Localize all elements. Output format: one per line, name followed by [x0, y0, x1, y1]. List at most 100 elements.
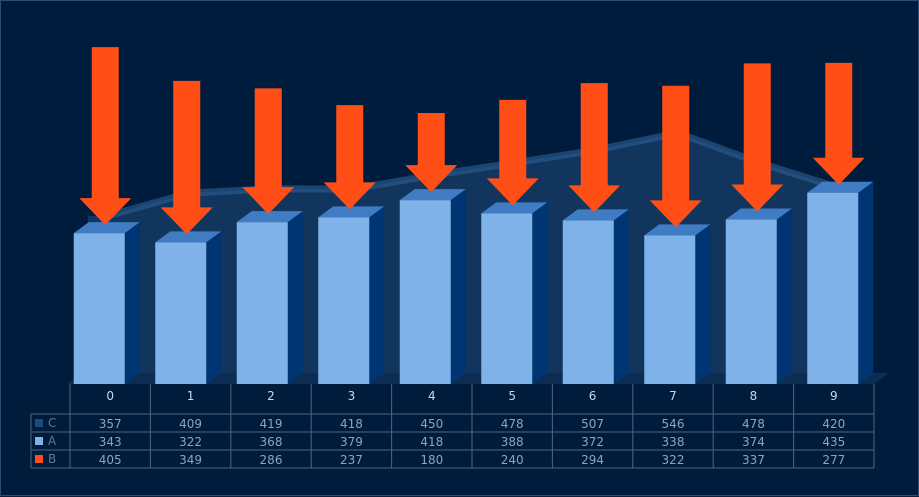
- x-tick-label: 2: [267, 389, 275, 403]
- bar-a-top: [318, 206, 385, 218]
- bar-a-5: [481, 202, 548, 384]
- bar-a-top: [644, 224, 711, 236]
- bar-a-8: [725, 208, 792, 384]
- table-cell-a: 418: [420, 435, 443, 449]
- table-cell-c: 450: [420, 417, 443, 431]
- bar-a-7: [644, 224, 711, 384]
- x-tick-label: 8: [750, 389, 758, 403]
- table-cell-b: 322: [662, 453, 685, 467]
- bar-a-front: [236, 222, 288, 384]
- table-cell-a: 379: [340, 435, 363, 449]
- x-tick-label: 9: [830, 389, 838, 403]
- table-cell-b: 405: [99, 453, 122, 467]
- x-tick-label: 7: [669, 389, 677, 403]
- bar-a-0: [73, 222, 140, 384]
- table-cell-a: 388: [501, 435, 524, 449]
- table-cell-b: 237: [340, 453, 363, 467]
- bar-a-front: [725, 219, 777, 384]
- table-cell-a: 372: [581, 435, 604, 449]
- bar-a-front: [562, 220, 614, 384]
- table-cell-a: 322: [179, 435, 202, 449]
- x-tick-label: 4: [428, 389, 436, 403]
- table-cell-c: 546: [662, 417, 685, 431]
- bar-a-side: [369, 206, 385, 384]
- table-cell-a: 435: [822, 435, 845, 449]
- bar-a-3: [318, 206, 385, 384]
- table-cell-c: 420: [822, 417, 845, 431]
- x-tick-label: 1: [187, 389, 195, 403]
- bar-a-side: [124, 222, 140, 384]
- bar-a-side: [776, 208, 792, 384]
- bar-a-front: [481, 213, 533, 384]
- x-tick-label: 6: [589, 389, 597, 403]
- table-cell-c: 357: [99, 417, 122, 431]
- arrow-b-1: [160, 80, 213, 235]
- table-cell-b: 180: [420, 453, 443, 467]
- table-cell-b: 240: [501, 453, 524, 467]
- arrow-series-b: [79, 47, 865, 235]
- bar-a-side: [206, 231, 222, 384]
- legend-label-c: C: [48, 416, 56, 430]
- arrow-b-4: [405, 113, 458, 193]
- table-cell-c: 478: [742, 417, 765, 431]
- arrow-b-6: [568, 83, 621, 213]
- bar-a-front: [399, 200, 451, 384]
- table-cell-a: 338: [662, 435, 685, 449]
- legend-label-b: B: [48, 452, 56, 466]
- table-cell-c: 419: [260, 417, 283, 431]
- table-cell-c: 478: [501, 417, 524, 431]
- bar-series-a: [73, 181, 874, 384]
- table-cell-c: 418: [340, 417, 363, 431]
- x-tick-label: 5: [508, 389, 516, 403]
- arrow-b-8: [731, 63, 784, 212]
- bar-a-1: [155, 231, 222, 384]
- arrow-b-0: [79, 47, 132, 226]
- arrow-b-7: [649, 85, 702, 228]
- legend-swatch-a: [35, 437, 43, 445]
- table-cell-c: 409: [179, 417, 202, 431]
- table-cell-b: 294: [581, 453, 604, 467]
- bar-a-side: [613, 209, 629, 384]
- bar-a-top: [562, 209, 629, 221]
- table-cell-b: 337: [742, 453, 765, 467]
- legend-label-a: A: [48, 434, 57, 448]
- arrow-b-9: [812, 62, 865, 185]
- bar-a-top: [73, 222, 140, 234]
- bar-a-side: [450, 189, 466, 384]
- bar-a-front: [73, 233, 125, 384]
- x-tick-label: 0: [106, 389, 114, 403]
- bar-a-top: [236, 211, 303, 223]
- bar-a-front: [155, 242, 207, 384]
- bar-a-4: [399, 189, 466, 384]
- arrow-b-3: [323, 105, 376, 210]
- bar-a-9: [807, 181, 874, 384]
- bar-a-side: [287, 211, 303, 384]
- table-cell-a: 368: [260, 435, 283, 449]
- bar-a-6: [562, 209, 629, 384]
- table-cell-a: 374: [742, 435, 765, 449]
- bar-a-top: [807, 181, 874, 193]
- arrow-b-5: [486, 99, 539, 206]
- x-tick-label: 3: [348, 389, 356, 403]
- arrow-b-2: [242, 88, 295, 215]
- table-cell-b: 286: [260, 453, 283, 467]
- bar-a-top: [155, 231, 222, 243]
- table-cell-c: 507: [581, 417, 604, 431]
- table-cell-a: 343: [99, 435, 122, 449]
- bar-a-top: [481, 202, 548, 214]
- area-c-top-edge: [106, 129, 842, 220]
- bar-a-2: [236, 211, 303, 384]
- bar-a-side: [858, 181, 874, 384]
- table-cell-b: 349: [179, 453, 202, 467]
- legend-swatch-b: [35, 455, 43, 463]
- bar-a-side: [695, 224, 711, 384]
- bar-a-front: [807, 192, 859, 384]
- table-cell-b: 277: [822, 453, 845, 467]
- bar-a-side: [532, 202, 548, 384]
- bar-a-front: [644, 235, 696, 384]
- legend-swatch-c: [35, 419, 43, 427]
- bar-a-top: [399, 189, 466, 201]
- bar-a-top: [725, 208, 792, 220]
